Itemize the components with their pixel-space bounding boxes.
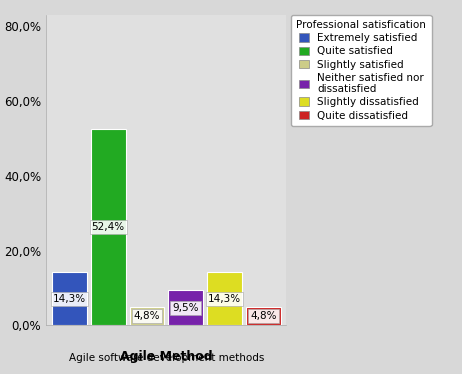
Text: 52,4%: 52,4% (91, 223, 125, 232)
Text: Agile software development methods: Agile software development methods (69, 353, 264, 364)
Bar (91, 129, 126, 325)
Bar (129, 307, 164, 325)
Text: 9,5%: 9,5% (172, 303, 199, 313)
Bar (52, 272, 87, 325)
Bar (207, 272, 242, 325)
Text: 14,3%: 14,3% (53, 294, 86, 304)
X-axis label: Agile Method: Agile Method (120, 350, 213, 363)
Bar (246, 307, 280, 325)
Text: 4,8%: 4,8% (134, 312, 160, 321)
Text: 14,3%: 14,3% (208, 294, 241, 304)
Legend: Extremely satisfied, Quite satisfied, Slightly satisfied, Neither satisfied nor
: Extremely satisfied, Quite satisfied, Sl… (291, 15, 432, 126)
Text: 4,8%: 4,8% (250, 312, 276, 321)
Bar (168, 290, 203, 325)
